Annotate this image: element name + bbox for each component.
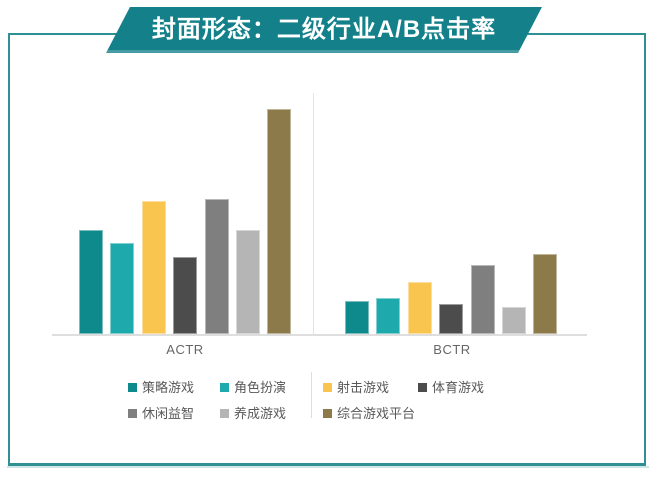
bar-chart-plot-area <box>52 93 587 336</box>
group-separator-line <box>313 93 314 335</box>
bar-bctr-series-0 <box>345 301 369 334</box>
bar-bctr-series-3 <box>439 304 464 334</box>
axis-label-bctr: BCTR <box>433 342 471 357</box>
frame-bottom-shadow <box>7 466 649 468</box>
legend-item-5: 养成游戏 <box>220 403 286 421</box>
legend-label: 养成游戏 <box>234 406 287 421</box>
page-title: 封面形态：二级行业A/B点击率 <box>151 16 497 43</box>
legend-label: 体育游戏 <box>432 380 485 395</box>
legend-item-0: 策略游戏 <box>128 377 194 395</box>
legend-label: 角色扮演 <box>234 380 287 395</box>
x-axis-line <box>52 334 587 336</box>
bar-actr-series-5 <box>236 230 260 334</box>
legend-swatch-icon <box>128 383 137 392</box>
legend-swatch-icon <box>323 409 332 418</box>
legend-swatch-icon <box>128 409 137 418</box>
legend-divider-line <box>311 372 312 418</box>
legend-label: 休闲益智 <box>142 406 195 421</box>
bar-actr-series-3 <box>173 257 198 334</box>
bar-actr-series-2 <box>141 201 166 334</box>
legend-item-2: 射击游戏 <box>323 377 389 395</box>
legend-label: 策略游戏 <box>142 380 195 395</box>
bar-actr-series-6 <box>267 109 292 334</box>
bar-bctr-series-4 <box>470 265 495 334</box>
legend-item-3: 体育游戏 <box>418 377 484 395</box>
legend-item-1: 角色扮演 <box>220 377 286 395</box>
legend-label: 综合游戏平台 <box>337 406 416 421</box>
legend-item-4: 休闲益智 <box>128 403 194 421</box>
legend-swatch-icon <box>220 409 229 418</box>
legend-label: 射击游戏 <box>337 380 390 395</box>
axis-label-actr: ACTR <box>166 342 204 357</box>
bar-actr-series-1 <box>110 243 135 334</box>
bar-actr-series-4 <box>204 199 229 334</box>
bar-bctr-series-2 <box>407 282 432 334</box>
legend-swatch-icon <box>418 383 427 392</box>
legend-swatch-icon <box>323 383 332 392</box>
bar-bctr-series-1 <box>376 298 401 334</box>
bar-actr-series-0 <box>79 230 103 334</box>
bar-bctr-series-6 <box>533 254 558 334</box>
bar-bctr-series-5 <box>502 307 526 334</box>
legend-swatch-icon <box>220 383 229 392</box>
legend-item-6: 综合游戏平台 <box>323 403 415 421</box>
